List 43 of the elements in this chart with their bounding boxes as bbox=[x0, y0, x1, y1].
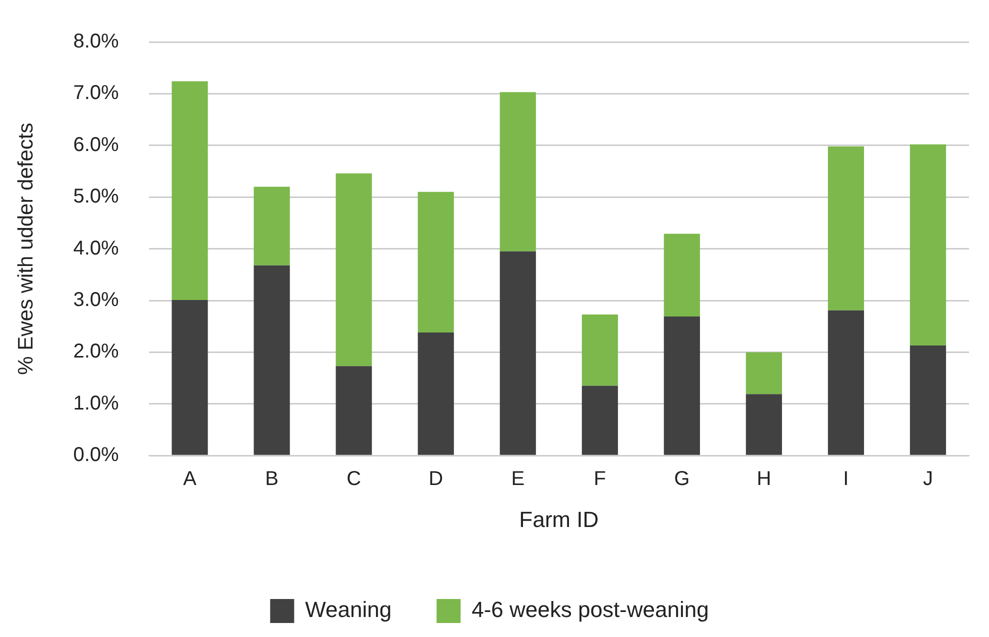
bar bbox=[828, 310, 864, 455]
bar bbox=[582, 314, 618, 386]
x-tick-label: E bbox=[511, 468, 525, 490]
bar bbox=[254, 186, 290, 266]
y-tick-label: 7.0% bbox=[73, 82, 119, 104]
y-tick-label: 1.0% bbox=[73, 392, 119, 414]
y-tick-label: 0.0% bbox=[73, 444, 119, 466]
y-tick-label: 6.0% bbox=[73, 134, 119, 156]
x-tick-label: C bbox=[346, 468, 362, 490]
x-tick-label: D bbox=[428, 468, 444, 490]
legend-label: Weaning bbox=[305, 597, 392, 622]
bar bbox=[418, 332, 454, 455]
y-tick-label: 5.0% bbox=[73, 186, 119, 208]
y-axis-title: % Ewes with udder defects bbox=[14, 122, 38, 375]
y-tick-label: 3.0% bbox=[73, 289, 119, 312]
bar bbox=[910, 144, 946, 346]
bar bbox=[500, 92, 536, 252]
x-tick-label: G bbox=[674, 468, 690, 490]
y-tick-label: 2.0% bbox=[73, 340, 119, 363]
bar bbox=[254, 265, 290, 455]
bar bbox=[500, 251, 536, 455]
bar bbox=[336, 173, 372, 366]
bar bbox=[582, 386, 618, 455]
x-tick-label: F bbox=[594, 468, 606, 490]
bar bbox=[664, 234, 700, 317]
bar bbox=[172, 81, 208, 300]
x-tick-label: J bbox=[922, 468, 933, 490]
bar bbox=[746, 394, 782, 455]
y-tick-label: 8.0% bbox=[73, 30, 119, 53]
x-tick-label: B bbox=[265, 468, 278, 490]
x-tick-label: A bbox=[183, 468, 198, 490]
bar bbox=[418, 192, 454, 333]
x-axis-title: Farm ID bbox=[519, 506, 599, 532]
bar bbox=[910, 345, 946, 455]
x-tick-label: I bbox=[843, 468, 849, 490]
bar bbox=[664, 316, 700, 455]
x-tick-label: H bbox=[756, 468, 772, 490]
bar bbox=[828, 146, 864, 310]
legend-label: 4-6 weeks post-weaning bbox=[472, 597, 709, 622]
y-tick-label: 4.0% bbox=[73, 237, 119, 260]
bar bbox=[336, 366, 372, 455]
bar bbox=[172, 300, 208, 455]
bar bbox=[746, 352, 782, 394]
